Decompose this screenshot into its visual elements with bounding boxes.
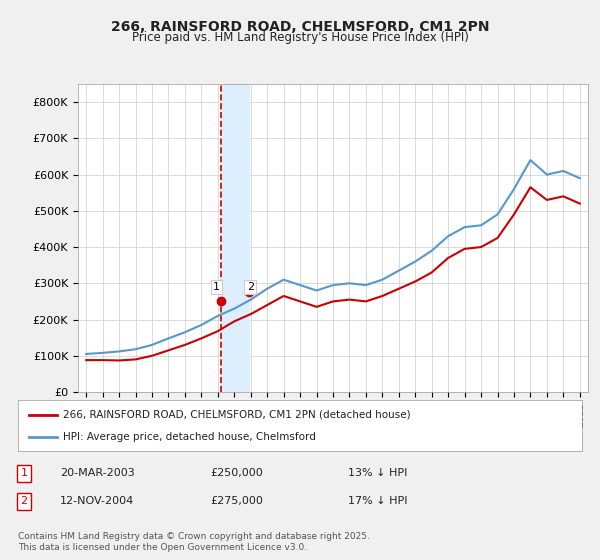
Text: Contains HM Land Registry data © Crown copyright and database right 2025.
This d: Contains HM Land Registry data © Crown c…: [18, 532, 370, 552]
Text: 13% ↓ HPI: 13% ↓ HPI: [348, 468, 407, 478]
Text: £275,000: £275,000: [210, 496, 263, 506]
Text: 12-NOV-2004: 12-NOV-2004: [60, 496, 134, 506]
Text: £250,000: £250,000: [210, 468, 263, 478]
Text: 266, RAINSFORD ROAD, CHELMSFORD, CM1 2PN (detached house): 266, RAINSFORD ROAD, CHELMSFORD, CM1 2PN…: [63, 409, 411, 419]
Text: 1: 1: [213, 282, 220, 292]
Text: 17% ↓ HPI: 17% ↓ HPI: [348, 496, 407, 506]
Text: 266, RAINSFORD ROAD, CHELMSFORD, CM1 2PN: 266, RAINSFORD ROAD, CHELMSFORD, CM1 2PN: [111, 20, 489, 34]
Text: Price paid vs. HM Land Registry's House Price Index (HPI): Price paid vs. HM Land Registry's House …: [131, 31, 469, 44]
Text: 2: 2: [20, 496, 28, 506]
Text: 20-MAR-2003: 20-MAR-2003: [60, 468, 135, 478]
Text: HPI: Average price, detached house, Chelmsford: HPI: Average price, detached house, Chel…: [63, 432, 316, 442]
Text: 2: 2: [247, 282, 254, 292]
Text: 1: 1: [20, 468, 28, 478]
Bar: [221, 84, 248, 392]
